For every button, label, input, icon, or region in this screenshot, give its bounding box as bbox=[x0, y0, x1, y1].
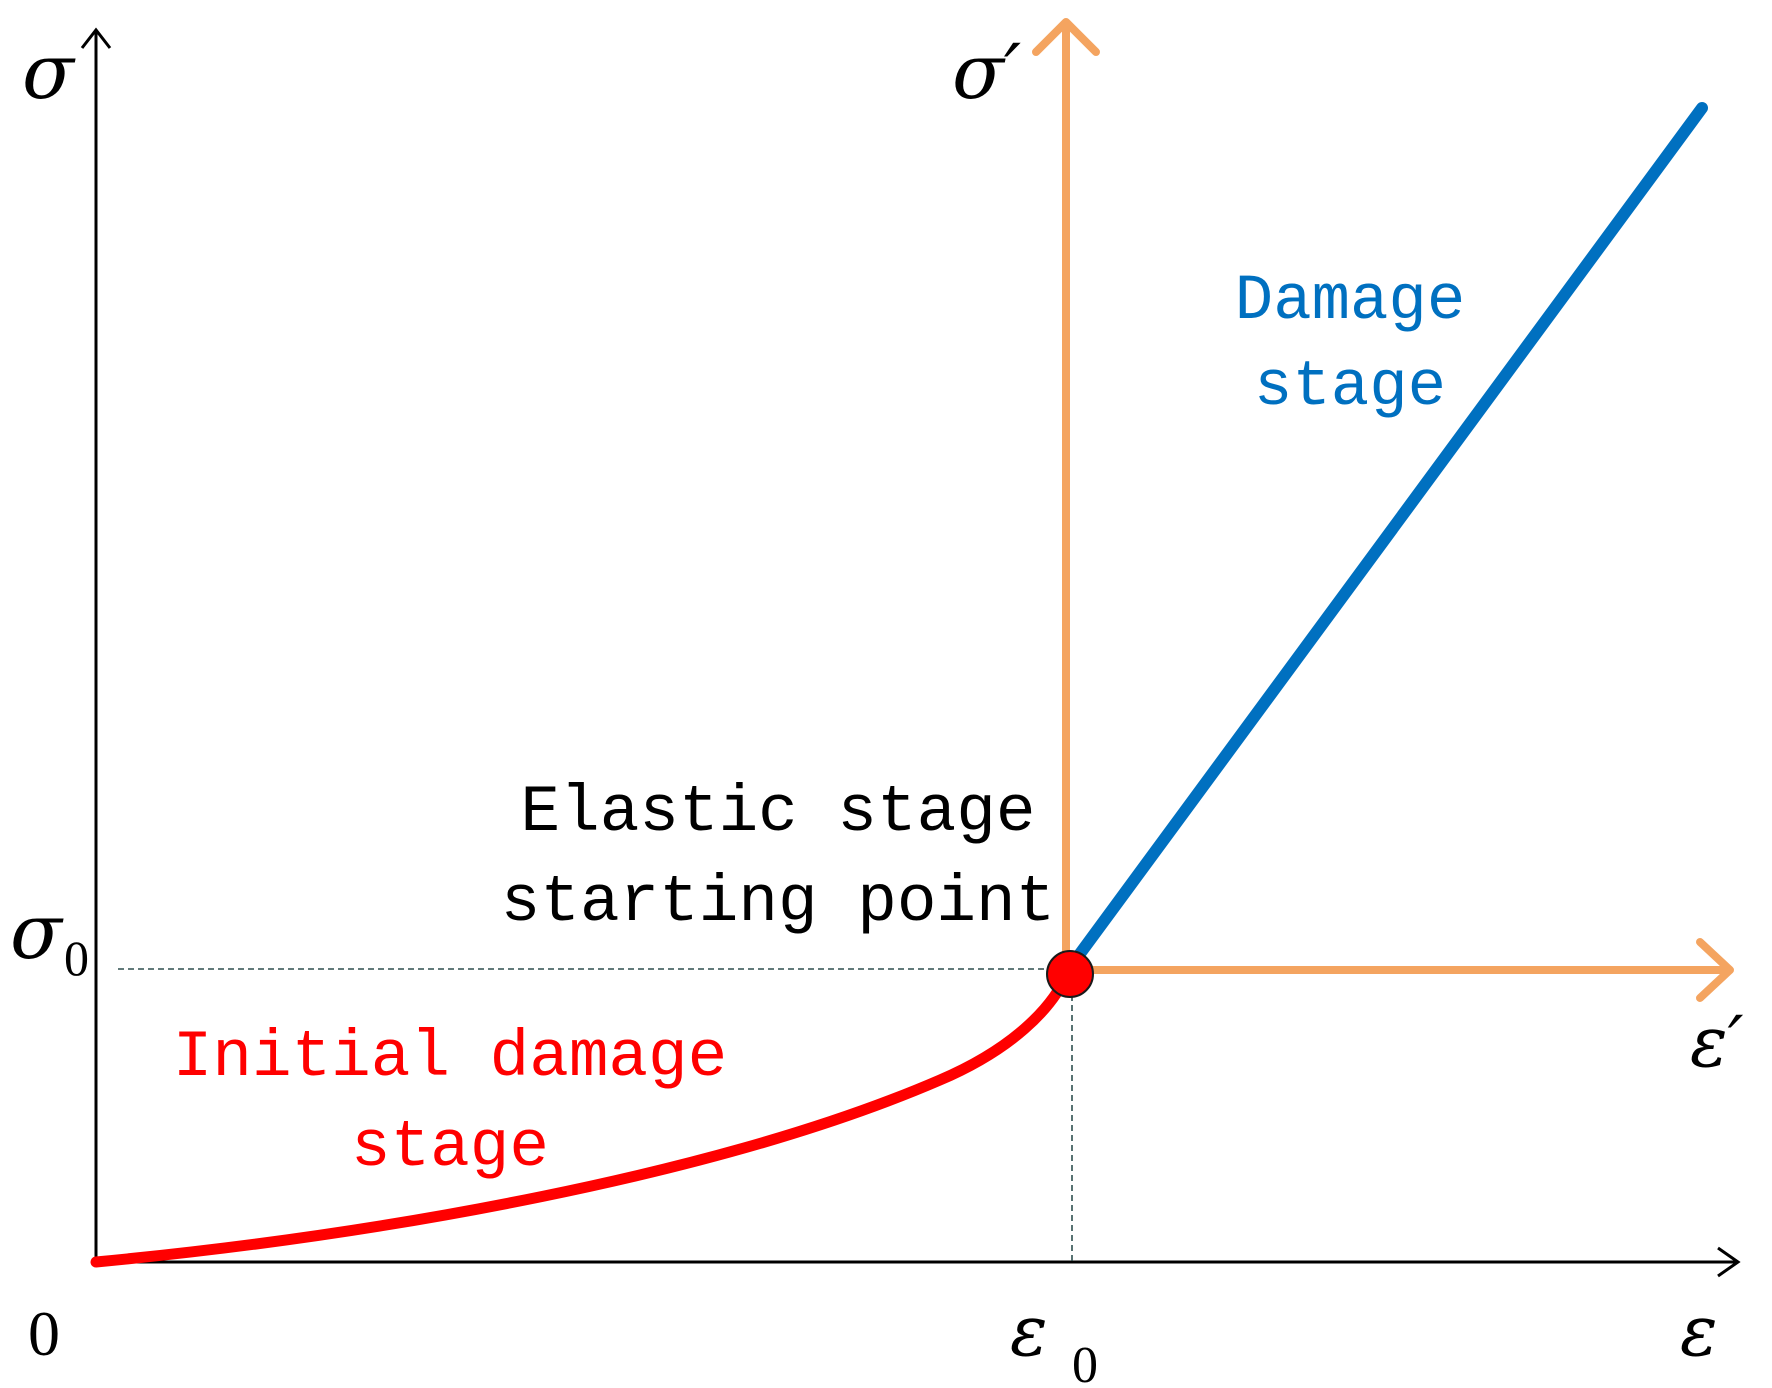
eps0-subscript: 0 bbox=[1072, 1337, 1098, 1388]
epsilon-axis-arrowhead bbox=[1717, 1246, 1741, 1278]
sigma0-label: σ bbox=[10, 887, 64, 976]
elastic-start-point bbox=[1046, 950, 1094, 998]
local-epsilon-axis-arrowhead bbox=[1696, 938, 1734, 1002]
damage-stage-label-line2: stage bbox=[1254, 352, 1446, 424]
sigma0-subscript: 0 bbox=[64, 930, 89, 986]
initial-stage-label-line2: stage bbox=[351, 1110, 549, 1185]
sigma-axis-label: σ bbox=[22, 27, 76, 116]
origin-label: 0 bbox=[28, 1298, 60, 1369]
epsilon-axis-label: ε bbox=[1680, 1290, 1718, 1372]
eps0-label: ε bbox=[1010, 1290, 1048, 1372]
initial-stage-label-line1: Initial damage bbox=[173, 1020, 728, 1095]
elastic-stage-label-line1: Elastic stage bbox=[521, 775, 1036, 850]
local-sigma-axis-label: σ′ bbox=[952, 27, 1021, 116]
local-sigma-axis-arrowhead bbox=[1032, 18, 1100, 56]
damage-stage-label-line1: Damage bbox=[1235, 266, 1465, 338]
sigma-axis-arrowhead bbox=[80, 27, 112, 49]
elastic-stage-label-line2: starting point bbox=[501, 865, 1056, 940]
damage-stage-line bbox=[1062, 102, 1708, 976]
local-epsilon-axis-label: ε′ bbox=[1690, 1001, 1744, 1083]
initial-damage-curve bbox=[90, 966, 1074, 1268]
